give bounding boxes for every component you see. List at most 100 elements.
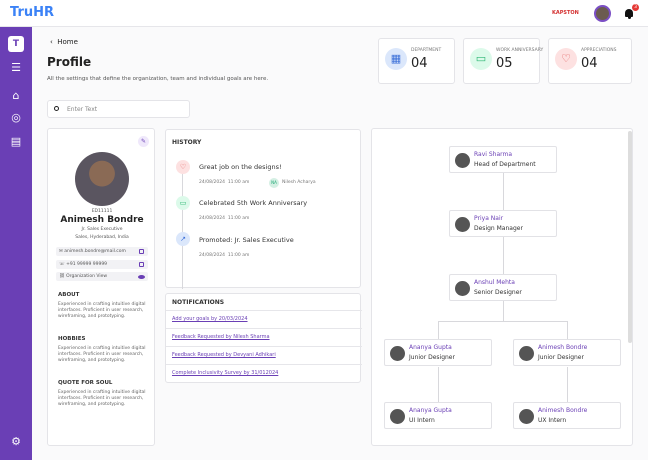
employee-role: Jr. Sales Executive	[81, 227, 123, 232]
page-title: Profile	[47, 55, 92, 69]
avatar	[455, 153, 470, 168]
org-node-role: UX Intern	[538, 417, 567, 424]
building-icon: ▦	[385, 48, 407, 70]
notification-link[interactable]: Add your goals by 20/03/2024	[166, 310, 362, 328]
org-node-name[interactable]: Priya Nair	[474, 215, 504, 222]
org-node[interactable]: Animesh Bondre UX Intern	[513, 402, 621, 429]
email-row: ✉ animesh.bondre@mail.com	[56, 247, 148, 256]
history-item-date: 24/08/2024 11:00 am	[199, 216, 250, 221]
employee-location: Sales, Hyderabad, India	[75, 235, 129, 240]
stat-value: 05	[496, 56, 513, 71]
search-input[interactable]: Enter Text	[47, 100, 190, 118]
org-node-name[interactable]: Ananya Gupta	[409, 407, 452, 414]
employee-id: ED11111	[91, 209, 113, 214]
chart-icon[interactable]: ▤	[10, 135, 22, 148]
avatar	[390, 346, 405, 361]
stat-card: ▦ DEPARTMENT 04	[378, 38, 455, 84]
notification-badge: 3	[632, 4, 639, 11]
phone-text: +91 99999 99999	[66, 262, 108, 267]
org-node-role: UI Intern	[409, 417, 435, 424]
avatar	[519, 409, 534, 424]
notifications-title: NOTIFICATIONS	[172, 299, 225, 306]
avatar	[390, 409, 405, 424]
history-item-date: 24/08/2024 11:00 am	[199, 253, 250, 258]
notification-link[interactable]: Feedback Requested by Devyani Adhikari	[166, 346, 362, 364]
history-item-date: 24/08/2024 11:00 am	[199, 180, 250, 185]
eye-icon[interactable]	[138, 274, 145, 279]
history-item-text: Great job on the designs!	[199, 163, 282, 171]
author-name: Nilesh Acharya	[282, 180, 316, 185]
quote-text: Experienced in crafting intuitive digita…	[58, 390, 146, 407]
phone-row: ☏ +91 99999 99999	[56, 260, 148, 269]
org-node-role: Senior Designer	[474, 289, 522, 296]
history-item-text: Promoted: Jr. Sales Executive	[199, 236, 294, 244]
employee-name: Animesh Bondre	[60, 215, 144, 225]
stat-label: WORK ANNIVERSARY	[496, 48, 544, 53]
profile-card: ✎ ED11111 Animesh Bondre Jr. Sales Execu…	[47, 128, 155, 446]
stat-card: ▭ WORK ANNIVERSARY 05	[463, 38, 544, 84]
org-view-text: Organization View	[66, 274, 108, 279]
user-avatar[interactable]	[594, 5, 611, 22]
menu-icon[interactable]: ☰	[11, 61, 21, 74]
copy-icon[interactable]	[139, 262, 144, 267]
avatar: NA	[269, 178, 279, 188]
breadcrumb[interactable]: ‹ Home	[50, 38, 78, 47]
target-icon[interactable]: ◎	[11, 111, 21, 124]
breadcrumb-home[interactable]: Home	[57, 38, 78, 46]
workspace-badge[interactable]: T	[8, 36, 24, 52]
profile-photo	[75, 152, 129, 206]
org-node[interactable]: Ananya Gupta Junior Designer	[384, 339, 492, 366]
chevron-left-icon: ‹	[50, 38, 53, 46]
avatar	[455, 217, 470, 232]
org-node[interactable]: Animesh Bondre Junior Designer	[513, 339, 621, 366]
home-icon[interactable]: ⌂	[12, 89, 20, 102]
top-header: TruHR KAPSTON 3	[0, 0, 648, 27]
sidebar: T ☰ ⌂ ◎ ▤ ⚙	[0, 27, 32, 460]
copy-icon[interactable]	[139, 249, 144, 254]
org-node[interactable]: Anshul Mehta Senior Designer	[449, 274, 557, 301]
bell-icon[interactable]	[625, 9, 633, 19]
trend-up-icon: ↗	[176, 232, 190, 246]
org-node[interactable]: Ravi Sharma Head of Department	[449, 146, 557, 173]
history-item-text: Celebrated 5th Work Anniversary	[199, 199, 308, 207]
history-card: HISTORY ♡ Great job on the designs! 24/0…	[165, 129, 361, 289]
quote-title: QUOTE FOR SOUL	[58, 380, 113, 386]
scrollbar[interactable]	[628, 131, 632, 343]
history-title: HISTORY	[172, 139, 202, 146]
avatar	[455, 281, 470, 296]
edit-icon[interactable]: ✎	[138, 136, 149, 147]
stat-value: 04	[581, 56, 598, 71]
hobbies-text: Experienced in crafting intuitive digita…	[58, 346, 146, 363]
app-logo: TruHR	[10, 5, 54, 20]
search-icon	[54, 106, 59, 111]
about-title: ABOUT	[58, 292, 80, 298]
notification-link[interactable]: Feedback Requested by Nilesh Sharma	[166, 328, 362, 346]
briefcase-icon: ▭	[470, 48, 492, 70]
notification-link[interactable]: Complete Inclusivity Survey by 31/012024	[166, 364, 362, 382]
org-chart-card: Ravi Sharma Head of Department Priya Nai…	[371, 128, 633, 446]
briefcase-icon: ▭	[176, 196, 190, 210]
org-node[interactable]: Ananya Gupta UI Intern	[384, 402, 492, 429]
org-node-name[interactable]: Anshul Mehta	[474, 279, 515, 286]
org-view-row[interactable]: ⛓ Organization View	[56, 272, 148, 281]
org-node-name[interactable]: Animesh Bondre	[538, 344, 588, 351]
hobbies-title: HOBBIES	[58, 336, 86, 342]
stat-card: ♡ APPRECIATIONS 04	[548, 38, 632, 84]
org-node-role: Junior Designer	[538, 354, 584, 361]
about-text: Experienced in crafting intuitive digita…	[58, 302, 146, 319]
avatar	[519, 346, 534, 361]
org-node-name[interactable]: Ananya Gupta	[409, 344, 452, 351]
stat-value: 04	[411, 56, 428, 71]
notifications-card: NOTIFICATIONS Add your goals by 20/03/20…	[165, 293, 362, 383]
org-node-name[interactable]: Animesh Bondre	[538, 407, 588, 414]
stat-label: DEPARTMENT	[411, 48, 442, 53]
org-node-name[interactable]: Ravi Sharma	[474, 151, 513, 158]
company-logo: KAPSTON	[552, 10, 579, 16]
gear-icon[interactable]: ⚙	[11, 435, 21, 448]
org-node-role: Design Manager	[474, 225, 523, 232]
org-node[interactable]: Priya Nair Design Manager	[449, 210, 557, 237]
heart-icon: ♡	[555, 48, 577, 70]
heart-icon: ♡	[176, 160, 190, 174]
email-text: animesh.bondre@mail.com	[64, 249, 126, 254]
page-subtitle: All the settings that define the organiz…	[47, 76, 269, 82]
